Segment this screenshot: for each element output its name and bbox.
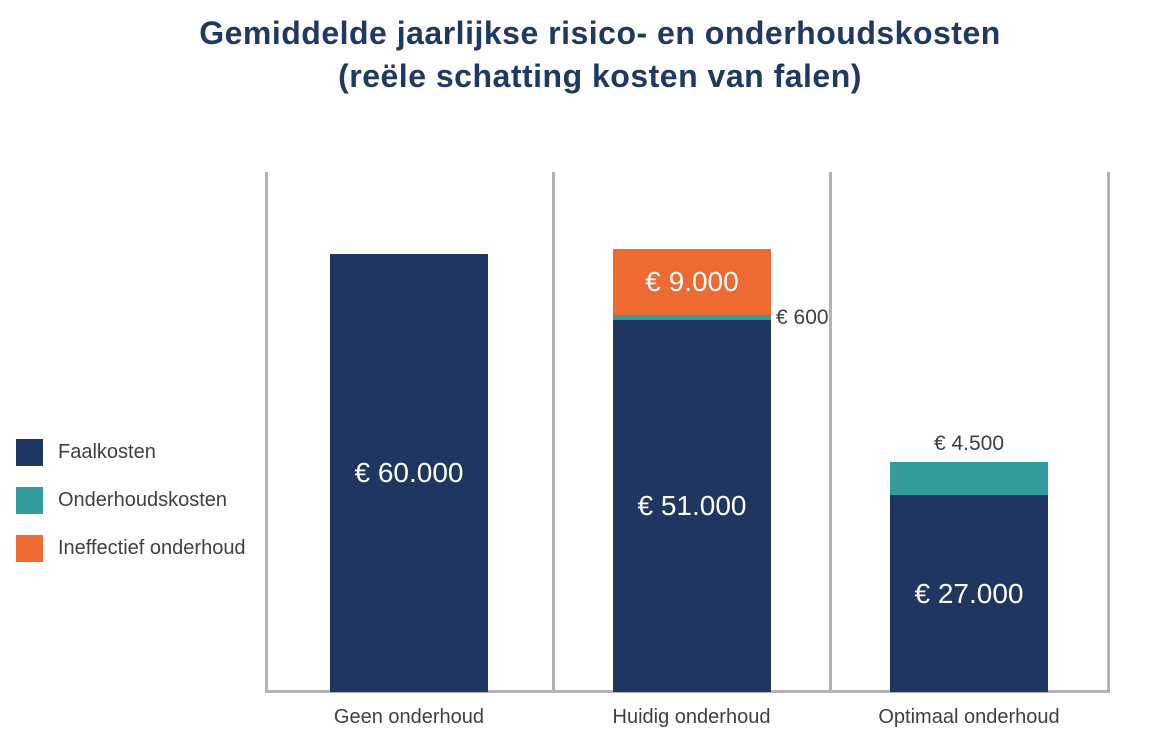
bar-segment-faalkosten: € 60.000 — [330, 254, 488, 692]
value-label-onderhoudskosten: € 4.500 — [933, 432, 1005, 455]
category-divider-1 — [552, 172, 555, 693]
legend: Faalkosten Onderhoudskosten Ineffectief … — [16, 439, 246, 562]
legend-item-ineffectief-onderhoud: Ineffectief onderhoud — [16, 535, 246, 562]
category-divider-2 — [829, 172, 832, 693]
bar-segment-onderhoudskosten: € 600 — [613, 306, 829, 329]
bar-segment-ineffectief-onderhoud: € 9.000 — [613, 249, 771, 315]
plot-area: € 60.000 Geen onderhoud € 9.000 € 600 € 51.0… — [265, 172, 1110, 728]
bar-segment-onderhoudskosten — [890, 462, 1048, 495]
bar-segment-faalkosten: € 27.000 — [890, 495, 1048, 692]
chart-title: Gemiddelde jaarlijkse risico- en onderho… — [30, 12, 1170, 98]
bar-geen-onderhoud: € 60.000 — [330, 254, 488, 692]
legend-item-onderhoudskosten: Onderhoudskosten — [16, 487, 246, 514]
value-label-faalkosten: € 27.000 — [914, 577, 1024, 609]
chart-title-line2: (reële schatting kosten van falen) — [338, 58, 862, 94]
bar-optimaal-onderhoud: € 27.000 € 4.500 — [890, 432, 1048, 692]
category-label-optimaal-onderhoud: Optimaal onderhoud — [878, 706, 1060, 728]
value-label-faalkosten: € 60.000 — [354, 457, 464, 488]
legend-swatch-faalkosten — [16, 439, 43, 466]
legend-label-onderhoudskosten: Onderhoudskosten — [58, 489, 228, 511]
plot-border-left — [265, 172, 268, 693]
plot-border-right — [1107, 172, 1110, 693]
legend-label-ineffectief-onderhoud: Ineffectief onderhoud — [58, 537, 246, 559]
legend-swatch-ineffectief-onderhoud — [16, 535, 43, 562]
bar-segment-faalkosten: € 51.000 — [613, 320, 771, 692]
chart-title-line1: Gemiddelde jaarlijkse risico- en onderho… — [199, 15, 1001, 51]
legend-item-faalkosten: Faalkosten — [16, 439, 246, 466]
value-label-ineffectief-onderhoud: € 9.000 — [645, 266, 739, 297]
bar-huidig-onderhoud: € 9.000 € 600 € 51.000 — [613, 249, 829, 692]
value-label-onderhoudskosten: € 600 — [776, 305, 829, 329]
legend-label-faalkosten: Faalkosten — [58, 441, 156, 463]
value-label-faalkosten: € 51.000 — [637, 490, 747, 521]
category-label-geen-onderhoud: Geen onderhoud — [333, 706, 485, 728]
legend-swatch-onderhoudskosten — [16, 487, 43, 514]
category-label-huidig-onderhoud: Huidig onderhoud — [612, 706, 771, 728]
